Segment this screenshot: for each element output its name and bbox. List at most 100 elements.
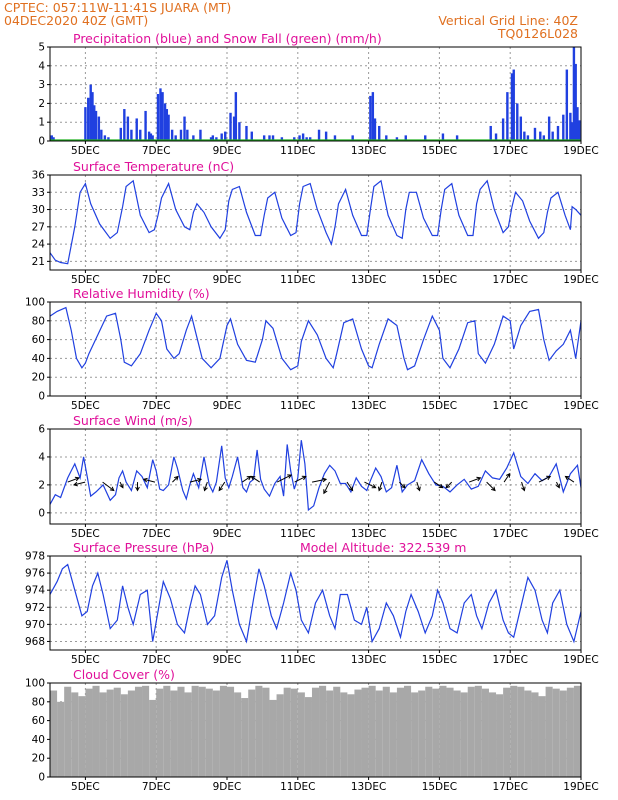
cloud-bar (418, 690, 426, 777)
precip-xtick-label: 5DEC (71, 145, 100, 157)
cloud-xtick-label: 13DEC (351, 781, 386, 793)
precip-bar (574, 63, 577, 141)
wind-vector (276, 474, 292, 483)
cloud-bar (99, 692, 107, 777)
cloud-bar (326, 690, 334, 777)
wind-vector (73, 481, 86, 486)
wind-vector (486, 481, 496, 491)
precip-bar (308, 137, 312, 141)
cloud-bar (566, 687, 574, 777)
cloud-bar (411, 692, 419, 777)
precip-bar (510, 73, 514, 141)
wind-vector (311, 478, 327, 483)
wind-vector (364, 481, 376, 489)
wind-title: Surface Wind (m/s) (73, 413, 193, 428)
precip-bar (268, 135, 271, 141)
precip-bar (333, 135, 337, 141)
cloud-bar (446, 687, 454, 777)
precip-bar (569, 112, 572, 141)
wind-vector-head (246, 475, 252, 481)
cloud-xtick-label: 17DEC (492, 781, 527, 793)
cloud-bar (573, 685, 581, 777)
cloud-ytick-label: 20 (32, 753, 45, 765)
precip-bar (576, 107, 579, 141)
pressure-xtick-label: 7DEC (142, 654, 171, 666)
precip-bar (87, 97, 90, 141)
wind-vector-head (564, 475, 570, 481)
cloud-bar (113, 687, 121, 777)
precip-bar (551, 131, 554, 141)
pressure-frame (49, 555, 582, 651)
precip-bar (570, 122, 574, 141)
precip-bar (547, 116, 551, 141)
precip-bar (424, 135, 427, 141)
temperature-xtick-label: 5DEC (71, 274, 100, 286)
temperature-xtick-label: 19DEC (563, 274, 598, 286)
precip-bar (238, 122, 241, 141)
wind-vector (204, 481, 208, 491)
wind-vector (323, 481, 330, 494)
cloud-bar (467, 686, 475, 777)
cloud-xtick-label: 19DEC (563, 781, 598, 793)
wind-vector (565, 476, 575, 483)
precip-bar (324, 131, 328, 141)
pressure-xtick-label: 9DEC (213, 654, 242, 666)
wind-vector-head (250, 475, 256, 481)
precip-bar (250, 131, 253, 141)
cloud-bar (170, 690, 178, 777)
pressure-panel: Surface Pressure (hPa) Model Altitude: 32… (25, 540, 599, 666)
wind-vector-head (438, 483, 444, 489)
cloud-bar (234, 692, 242, 777)
precip-bar (301, 133, 305, 141)
precip-bar (192, 135, 195, 141)
precip-bar (556, 125, 560, 141)
precip-bar (156, 94, 160, 141)
precip-bar (107, 137, 110, 141)
temperature-xtick-label: 17DEC (492, 274, 527, 286)
wind-vector-head (521, 486, 526, 492)
wind-vector (503, 473, 511, 483)
precip-bar (130, 129, 133, 141)
temperature-title: Surface Temperature (nC) (73, 159, 234, 174)
precip-bar (144, 110, 147, 141)
wind-vector-head (476, 476, 482, 482)
pressure-xtick-label: 17DEC (492, 654, 527, 666)
cloud-bar (276, 694, 284, 777)
cloud-bar (319, 685, 327, 777)
pressure-xtick-label: 13DEC (351, 654, 386, 666)
precip-bar (220, 133, 223, 141)
precip-ytick-label: 1 (38, 117, 45, 129)
humidity-ytick-label: 40 (32, 353, 45, 365)
precip-bar (512, 69, 515, 141)
precip-bar (293, 137, 296, 141)
cloud-ytick-label: 80 (32, 696, 45, 708)
cloud-bar (283, 687, 291, 777)
wind-vector (433, 481, 443, 489)
precip-bar (135, 118, 138, 141)
wind-vector-head (109, 486, 115, 492)
wind-vector-head (491, 486, 496, 492)
wind-vector-head (400, 483, 406, 489)
cloud-bar (142, 685, 150, 777)
temperature-ytick-label: 24 (32, 239, 46, 251)
humidity-ytick-label: 60 (32, 334, 45, 346)
precip-bar (170, 129, 174, 141)
wind-vector-head (287, 474, 293, 479)
precip-bar (562, 114, 565, 141)
precip-bar (526, 135, 530, 141)
precip-bar (506, 92, 509, 141)
precip-bar (84, 107, 87, 141)
cloud-ytick-label: 40 (32, 734, 45, 746)
cloud-bar (191, 685, 199, 777)
cloud-bar (184, 692, 192, 777)
precip-title: Precipitation (blue) and Snow Fall (gree… (73, 31, 382, 46)
precip-bar (501, 118, 505, 141)
humidity-frame (49, 301, 582, 397)
cloud-bar (241, 698, 249, 777)
wind-vector-head (203, 486, 208, 492)
cloud-bar (538, 696, 546, 777)
cloud-xtick-label: 9DEC (213, 781, 242, 793)
precip-bar (199, 129, 202, 141)
cloud-bar (205, 688, 213, 777)
precip-bar (161, 92, 164, 141)
